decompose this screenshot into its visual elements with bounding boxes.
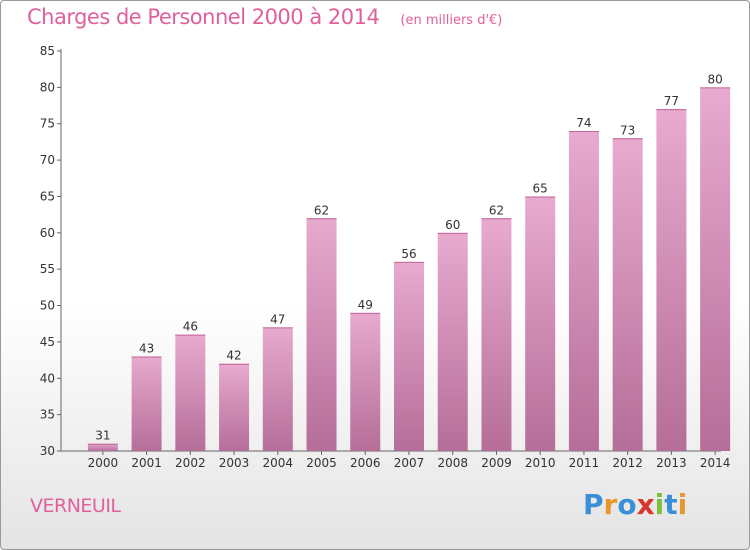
x-tick-label: 2008	[437, 456, 468, 470]
x-tick-label: 2003	[219, 456, 250, 470]
y-tick-label: 75	[40, 117, 55, 131]
bar-2005	[306, 218, 337, 451]
data-label: 31	[95, 429, 110, 443]
x-tick-label: 2011	[569, 456, 600, 470]
y-tick-label: 65	[40, 189, 55, 203]
x-tick-label: 2007	[394, 456, 425, 470]
y-tick-label: 45	[40, 335, 55, 349]
bar-2011	[568, 131, 599, 451]
x-tick-label: 2012	[612, 456, 643, 470]
y-tick-label: 50	[40, 299, 55, 313]
bar-2002	[175, 334, 206, 451]
data-label: 74	[576, 116, 591, 130]
logo-letter: i	[654, 488, 665, 521]
logo-letter: P	[583, 488, 604, 521]
data-label: 56	[401, 247, 416, 261]
y-tick-label: 40	[40, 371, 55, 385]
bar-2009	[481, 218, 512, 451]
title-row: Charges de Personnel 2000 à 2014 (en mil…	[27, 5, 502, 29]
y-tick-label: 30	[40, 444, 55, 458]
bar-2013	[656, 109, 687, 451]
data-label: 62	[489, 203, 504, 217]
data-label: 65	[533, 181, 548, 195]
y-tick-label: 70	[40, 153, 55, 167]
proxiti-logo[interactable]: Proxiti	[583, 488, 687, 521]
data-label: 77	[664, 94, 679, 108]
x-tick-label: 2004	[263, 456, 294, 470]
y-tick-label: 80	[40, 80, 55, 94]
data-label: 43	[139, 341, 154, 355]
bar-2001	[131, 356, 162, 451]
logo-letter: i	[677, 488, 688, 521]
place-name: VERNEUIL	[30, 495, 121, 517]
data-label: 47	[270, 312, 285, 326]
x-tick-label: 2000	[88, 456, 119, 470]
y-tick-label: 55	[40, 262, 55, 276]
x-tick-label: 2013	[656, 456, 687, 470]
data-label: 60	[445, 218, 460, 232]
x-axis: 2000 2001 2002 2003 2004 2005 2006 2007 2008 2009…	[61, 450, 731, 470]
bar-2004	[262, 327, 293, 451]
x-tick-label: 2010	[525, 456, 556, 470]
logo-letter: x	[636, 488, 655, 521]
data-label: 80	[707, 72, 722, 86]
bar-2010	[525, 196, 556, 451]
bar-2014	[700, 87, 731, 451]
bar-2007	[394, 261, 424, 451]
y-tick-label: 85	[40, 44, 55, 58]
x-tick-label: 2005	[306, 456, 337, 470]
y-tick-label: 35	[40, 408, 55, 422]
chart-title: Charges de Personnel 2000 à 2014	[27, 5, 380, 29]
x-tick-label: 2002	[175, 456, 206, 470]
bar-2008	[437, 232, 468, 451]
y-tick-label: 60	[40, 226, 55, 240]
x-tick-label: 2001	[131, 456, 162, 470]
data-label: 46	[183, 320, 198, 334]
bar-2003	[219, 363, 250, 451]
bar-2000	[87, 443, 118, 451]
x-tick-label: 2006	[350, 456, 381, 470]
data-labels: 31 43 46 42 47 62 49 56 60 62 65 74 73 77 80	[95, 72, 723, 442]
logo-letter: t	[664, 488, 678, 521]
bar-2012	[612, 138, 643, 452]
x-tick-label: 2014	[700, 456, 731, 470]
bars	[87, 87, 731, 452]
bar-2006	[350, 312, 381, 451]
chart-subtitle: (en milliers d'€)	[400, 13, 503, 28]
data-label: 42	[226, 349, 241, 363]
data-label: 73	[620, 123, 635, 137]
data-label: 62	[314, 203, 329, 217]
x-tick-label: 2009	[481, 456, 512, 470]
y-axis: 30 35 40 45 50 55 60 65 70 75 80 85	[40, 44, 62, 458]
data-label: 49	[358, 298, 373, 312]
logo-letter: o	[617, 488, 637, 521]
logo-letter: r	[603, 488, 618, 521]
